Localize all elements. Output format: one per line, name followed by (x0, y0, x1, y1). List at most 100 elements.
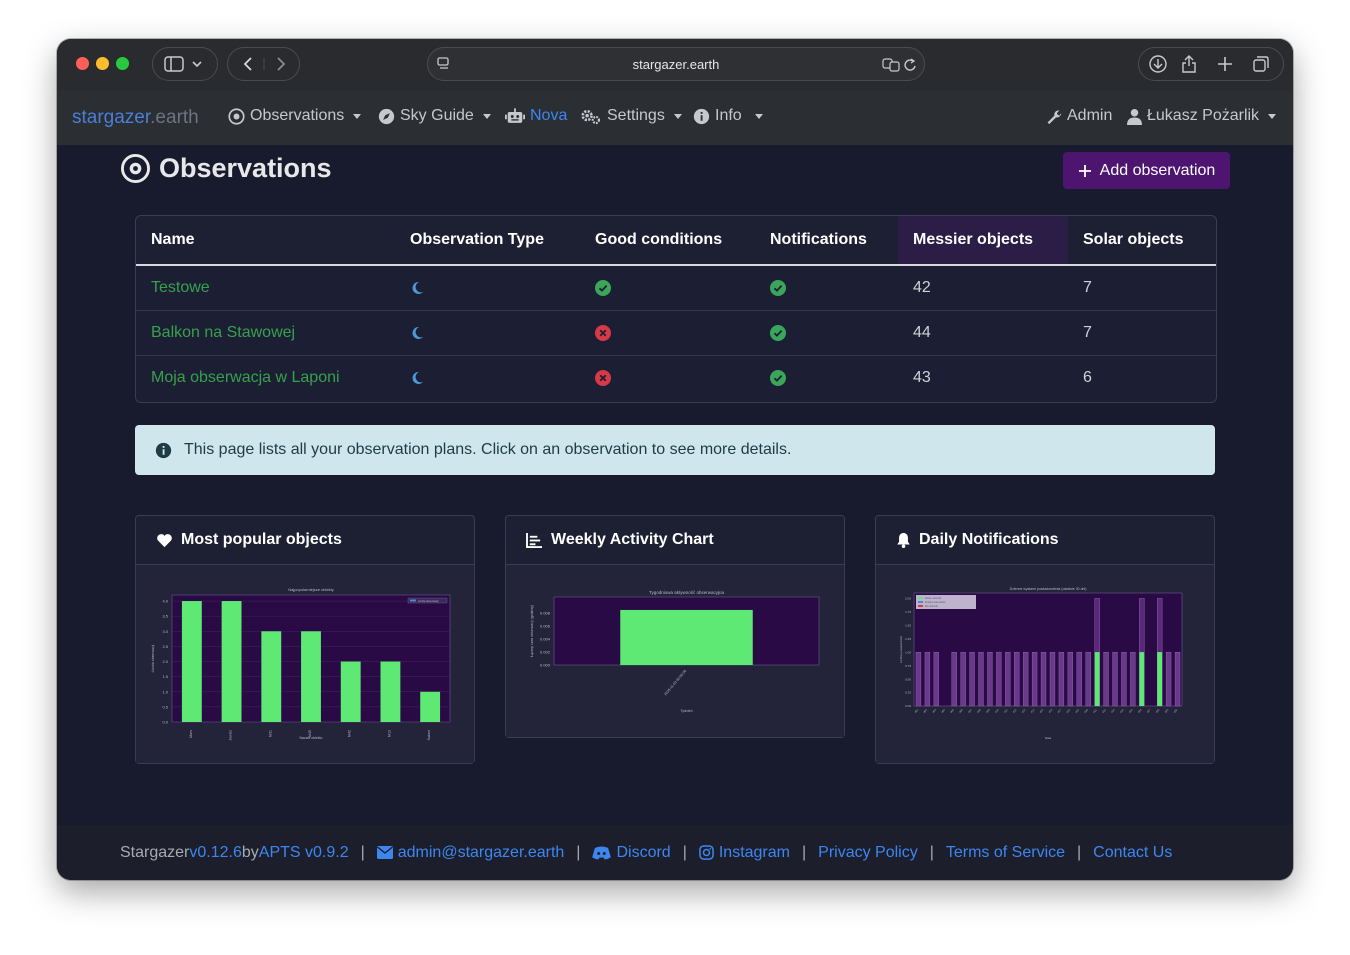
y-axis-label: Liczba obserwacji (151, 644, 155, 672)
y-tick-label: 4.0 (162, 599, 168, 604)
bar-highlight (1094, 652, 1100, 706)
nav-info[interactable]: Info (693, 107, 763, 125)
plus-icon (1078, 164, 1091, 177)
observation-name-link[interactable]: Balkon na Stawowej (136, 310, 395, 356)
chevron-down-icon (353, 113, 362, 119)
zoom-window-button[interactable] (116, 57, 129, 70)
column-header-messier-objects[interactable]: Messier objects (898, 216, 1068, 266)
observations-table: Name Observation Type Good conditions No… (135, 215, 1217, 403)
page-settings-icon[interactable] (437, 57, 451, 71)
discord-link[interactable]: Discord (592, 844, 671, 862)
history-nav (227, 47, 300, 81)
chart-bars-icon (526, 532, 542, 548)
tabs-overview-icon[interactable] (1253, 56, 1269, 72)
legend-label: Zmiana warunków (925, 601, 945, 604)
share-icon[interactable] (1182, 55, 1196, 73)
x-tick-label: d04 (941, 708, 947, 714)
daily-notifications-card: Daily Notifications Dzienne wysłane powi… (875, 515, 1215, 764)
x-tick-label: Mars (189, 730, 193, 738)
y-tick-label: 3.0 (162, 629, 168, 634)
x-tick-label: d17 (1057, 708, 1063, 714)
x-tick-label: d21 (1093, 708, 1099, 714)
observation-name-link[interactable]: Moja obserwacja w Laponi (151, 369, 340, 386)
column-header-good-conditions[interactable]: Good conditions (580, 216, 755, 266)
x-tick-label: d13 (1021, 708, 1027, 714)
download-icon[interactable] (1149, 55, 1167, 73)
x-tick-label: Jowisz (229, 730, 233, 741)
y-tick-label: 2.00 (905, 597, 911, 601)
table-row[interactable]: Moja obserwacja w Laponi 43 6 (136, 356, 1216, 401)
terms-of-service-link[interactable]: Terms of Service (945, 843, 1066, 861)
bar (620, 609, 753, 665)
add-observation-button[interactable]: Add observation (1063, 152, 1230, 189)
column-header-solar-objects[interactable]: Solar objects (1068, 216, 1216, 266)
x-tick-label: d09 (986, 708, 992, 714)
translate-reload-icon[interactable] (882, 57, 918, 73)
chevron-down-icon (482, 113, 491, 119)
bar-bad-conditions (960, 651, 966, 707)
bar-bad-conditions (1040, 651, 1047, 707)
table-row[interactable]: Balkon na Stawowej 44 7 (136, 310, 1216, 356)
x-circle-icon (595, 325, 611, 341)
x-circle-icon (595, 370, 611, 386)
x-axis-label: Tydzień (680, 709, 692, 713)
column-header-observation-type[interactable]: Observation Type (395, 216, 580, 266)
sidebar-toggle-button[interactable] (152, 47, 218, 81)
y-tick-label: 1.0 (162, 689, 168, 694)
instagram-link[interactable]: Instagram (699, 844, 790, 862)
close-window-button[interactable] (76, 57, 89, 70)
x-tick-label: d30 (1173, 708, 1179, 714)
bar-bad-conditions (951, 651, 957, 707)
brand-logo[interactable]: stargazer.earth (72, 107, 199, 128)
x-tick-label: d10 (995, 708, 1001, 714)
apts-link[interactable]: APTS v0.9.2 (258, 843, 349, 861)
info-alert: This page lists all your observation pla… (135, 425, 1215, 475)
x-tick-label: d07 (968, 708, 974, 714)
app-version-link[interactable]: v0.12.6 (189, 843, 242, 861)
new-tab-icon[interactable] (1218, 57, 1232, 71)
table-row[interactable]: Testowe 42 7 (136, 265, 1216, 311)
email-link[interactable]: admin@stargazer.earth (376, 844, 564, 862)
x-tick-label: d23 (1111, 708, 1117, 714)
y-tick-label: 1.5 (162, 674, 168, 679)
bar-bad-conditions (1112, 651, 1118, 707)
contact-us-link[interactable]: Contact Us (1093, 843, 1173, 861)
legend-box (916, 595, 976, 609)
messier-count: 42 (898, 265, 1068, 311)
x-tick-label: Saturn (427, 730, 431, 740)
x-tick-label: d05 (950, 708, 956, 714)
bar-bad-conditions (924, 651, 931, 707)
column-header-name[interactable]: Name (136, 216, 395, 266)
y-tick-label: 0.000 (540, 663, 551, 668)
most-popular-card: Most popular objects Najpopularniejsze o… (135, 515, 475, 764)
daily-notifications-chart: Dzienne wysłane powiadomienia (ostatnie … (876, 565, 1214, 763)
app-navbar: stargazer.earth Observations Sky Guide N… (57, 91, 1293, 145)
nav-observations[interactable]: Observations (228, 107, 362, 125)
check-circle-icon (770, 280, 786, 296)
privacy-policy-link[interactable]: Privacy Policy (818, 843, 918, 861)
user-icon (1127, 108, 1142, 125)
page-title: Observations (120, 153, 332, 184)
back-forward-icon[interactable] (234, 55, 294, 73)
bar-bad-conditions (915, 651, 922, 707)
x-tick-label: d08 (977, 708, 983, 714)
legend-swatch (410, 599, 416, 602)
address-bar[interactable]: stargazer.earth (427, 47, 925, 81)
instagram-icon (699, 845, 714, 860)
x-axis-label: Nazwa obiektu (300, 736, 323, 740)
bar-bad-conditions (1076, 651, 1082, 707)
heart-icon (157, 533, 172, 547)
minimize-window-button[interactable] (96, 57, 109, 70)
nav-sky-guide[interactable]: Sky Guide (378, 107, 491, 125)
legend-label: Dobre warunki (925, 597, 942, 600)
bar-bad-conditions (1058, 651, 1065, 707)
bar-bad-conditions (1103, 651, 1109, 707)
nav-admin[interactable]: Admin (1045, 107, 1112, 125)
nav-user-menu[interactable]: Łukasz Pożarlik (1127, 107, 1277, 125)
observation-name-link[interactable]: Testowe (136, 265, 395, 311)
column-header-notifications[interactable]: Notifications (755, 216, 898, 266)
nav-nova[interactable]: Nova (505, 107, 567, 125)
bar-bad-conditions (996, 651, 1002, 707)
bar-good-conditions (1139, 598, 1145, 653)
nav-settings[interactable]: Settings (581, 107, 682, 125)
